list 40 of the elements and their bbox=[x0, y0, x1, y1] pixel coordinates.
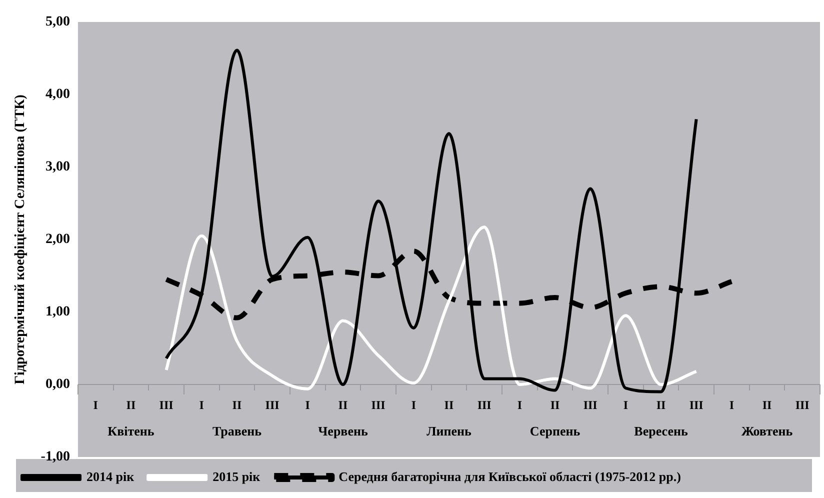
annotation: Жовтень bbox=[741, 424, 793, 439]
y-axis-title: Гідротермічний коефіцієнт Селянінова (ГТК) bbox=[13, 94, 28, 384]
x-tick-label: I bbox=[199, 398, 204, 412]
y-tick-label: 5,00 bbox=[45, 14, 70, 30]
x-tick-label: I bbox=[305, 398, 310, 412]
x-tick-label: III bbox=[371, 398, 386, 412]
annotation: Червень bbox=[318, 424, 368, 439]
x-tick-label: II bbox=[550, 398, 560, 412]
x-tick-label: III bbox=[583, 398, 598, 412]
annotation: Вересень bbox=[634, 424, 688, 439]
y-tick-label: 0,00 bbox=[45, 377, 70, 392]
line-series bbox=[164, 226, 698, 390]
x-tick-label: I bbox=[729, 398, 734, 412]
legend-label: 2014 рік bbox=[86, 468, 135, 484]
x-tick-label: III bbox=[159, 398, 174, 412]
annotation: Травень bbox=[212, 424, 262, 439]
annotation: Квітень bbox=[108, 424, 154, 439]
x-tick-label: III bbox=[689, 398, 704, 412]
x-tick-label: I bbox=[517, 398, 522, 412]
x-tick-label: II bbox=[656, 398, 666, 412]
legend-label: 2015 рік bbox=[212, 468, 261, 484]
x-tick-label: I bbox=[411, 398, 416, 412]
x-tick-label: II bbox=[762, 398, 772, 412]
x-tick-label: I bbox=[623, 398, 628, 412]
x-tick-label: II bbox=[232, 398, 242, 412]
x-tick-label: II bbox=[338, 398, 348, 412]
x-tick-label: II bbox=[126, 398, 136, 412]
x-tick-label: III bbox=[477, 398, 492, 412]
y-tick-label: -1,00 bbox=[40, 450, 70, 465]
annotation: Липень bbox=[426, 424, 472, 439]
x-tick-label: I bbox=[93, 398, 98, 412]
y-tick-label: 3,00 bbox=[45, 160, 70, 175]
y-tick-label: 4,00 bbox=[45, 87, 70, 102]
annotation: Серпень bbox=[530, 424, 580, 439]
x-tick-label: III bbox=[795, 398, 810, 412]
y-tick-label: 1,00 bbox=[45, 304, 70, 320]
y-tick-label: 2,00 bbox=[45, 232, 70, 248]
x-tick-label: III bbox=[265, 398, 280, 412]
x-tick-label: II bbox=[444, 398, 454, 412]
legend-label: Середня багаторічна для Київської області (1975-2012 рр.) bbox=[338, 468, 681, 484]
